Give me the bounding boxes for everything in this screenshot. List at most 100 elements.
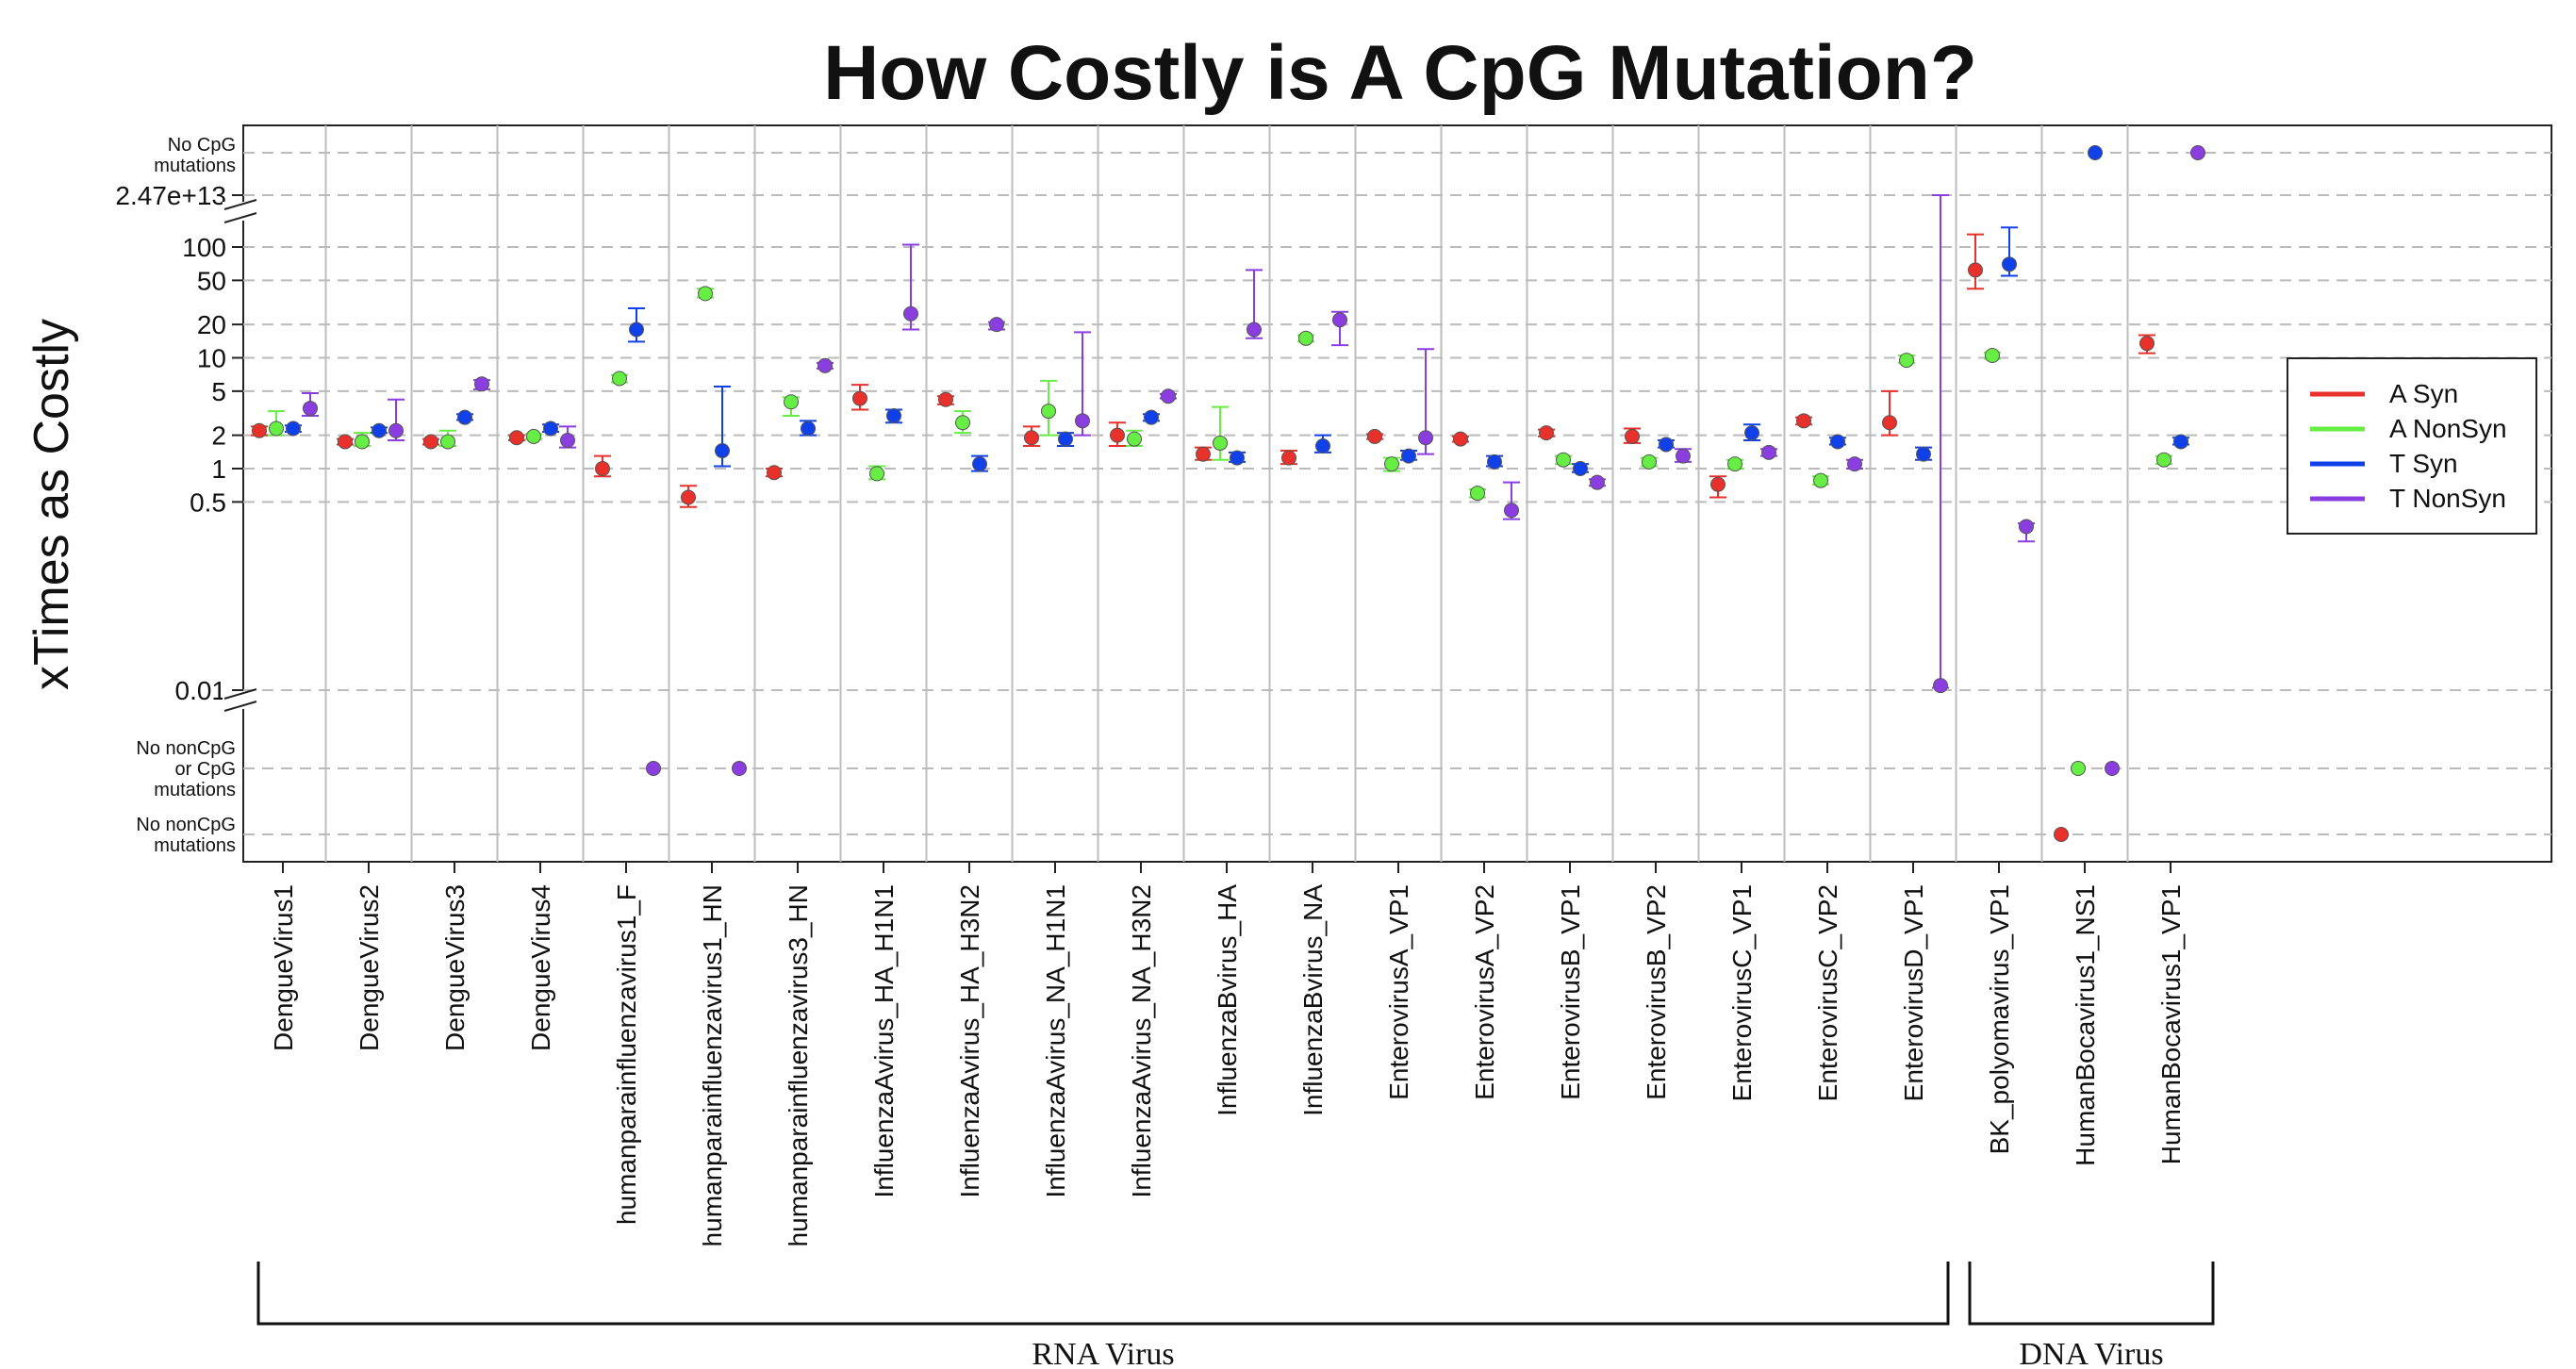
x-tick-label: humanparainfluenzavirus1_HN (698, 884, 727, 1246)
legend-box (2287, 357, 2537, 535)
data-point (1110, 427, 1125, 443)
group-label: RNA Virus (1032, 1337, 1174, 1369)
group-bracket: DNA Virus (1968, 1262, 2215, 1369)
data-point (1985, 348, 2000, 364)
data-point (1625, 428, 1640, 444)
special-row-label: mutations (154, 156, 236, 176)
plot-frame (242, 124, 2552, 863)
special-row-label: mutations (154, 780, 236, 800)
data-point (1144, 409, 1159, 425)
data-point (886, 407, 901, 423)
x-tick-label: EnterovirusD_VP1 (1899, 884, 1928, 1101)
data-point (1659, 437, 1674, 453)
data-point (2156, 452, 2171, 468)
data-point (1075, 413, 1090, 429)
data-point (1968, 262, 1983, 278)
y-tick-label: 2.47e+13 (115, 181, 226, 210)
data-point (1161, 388, 1176, 404)
x-tick-label: InfluenzaAvirus_HA_H1N1 (869, 884, 899, 1198)
special-row-label: No nonCpG (136, 738, 236, 759)
data-point (1796, 413, 1811, 429)
data-point (1761, 444, 1776, 460)
y-tick-label: 20 (197, 310, 226, 339)
data-point (903, 305, 918, 322)
data-point (1487, 454, 1502, 470)
data-point (1813, 472, 1828, 488)
y-tick-label: 100 (182, 233, 226, 262)
data-point (1590, 474, 1605, 490)
x-tick-label: humanparainfluenzavirus1_F (612, 884, 641, 1225)
series-a-syn (251, 233, 2155, 842)
y-tick-label: 2 (211, 421, 226, 451)
special-row-label: No CpG (168, 135, 236, 156)
group-bracket: RNA Virus (256, 1262, 1950, 1369)
data-point (1710, 476, 1726, 492)
data-point (989, 317, 1004, 333)
x-tick-label: EnterovirusA_VP2 (1470, 884, 1499, 1100)
data-point (269, 421, 284, 437)
data-point (955, 415, 970, 431)
data-point (423, 434, 438, 450)
data-point (1727, 456, 1742, 472)
x-tick-label: InfluenzaBvirus_HA (1213, 884, 1242, 1116)
data-point (869, 466, 884, 482)
data-point (801, 421, 816, 437)
x-tick-label: DengueVirus4 (526, 884, 555, 1051)
x-tick-label: EnterovirusC_VP1 (1727, 884, 1757, 1101)
data-point (2105, 761, 2120, 776)
x-tick-label: EnterovirusC_VP2 (1813, 884, 1842, 1101)
data-point (1830, 434, 1845, 450)
data-point (852, 390, 867, 406)
legend: A Syn A NonSyn T Syn T NonSyn (2287, 357, 2537, 535)
data-point (1247, 322, 1262, 338)
series-t-nonsyn (302, 145, 2205, 776)
x-tick-label: HumanBocavirus1_VP1 (2156, 884, 2186, 1164)
data-point (1933, 678, 1948, 694)
legend-label: A NonSyn (2389, 414, 2507, 443)
data-point (338, 434, 353, 450)
y-tick-label: 5 (211, 377, 226, 406)
x-tick-label: DengueVirus2 (355, 884, 384, 1051)
data-point (1024, 430, 1039, 446)
data-point (526, 428, 541, 444)
data-point (1847, 456, 1862, 472)
data-point (1332, 312, 1347, 328)
bracket-line (1968, 1262, 2215, 1326)
y-tick-label: 50 (197, 266, 226, 295)
legend-label: A Syn (2389, 379, 2458, 408)
y-axis-label: xTimes as Costly (25, 319, 79, 690)
y-tick-label: 0.01 (175, 676, 227, 705)
data-point (972, 456, 987, 472)
x-tick-label: DengueVirus3 (440, 884, 470, 1051)
data-point (2173, 434, 2188, 450)
series-a-nonsyn (268, 286, 2172, 776)
x-tick-label: InfluenzaAvirus_NA_H3N2 (1127, 884, 1156, 1198)
data-point (355, 434, 370, 450)
special-row-label: or CpG (175, 759, 236, 780)
y-tick-label: 0.5 (190, 487, 226, 517)
data-point (681, 489, 696, 505)
data-point (1556, 452, 1571, 468)
data-point (1401, 448, 1416, 464)
data-point (2071, 761, 2086, 776)
data-point (1230, 450, 1245, 466)
data-point (303, 401, 318, 417)
data-point (1676, 448, 1691, 464)
legend-label: T Syn (2389, 449, 2458, 478)
data-point (440, 434, 455, 450)
data-point (2002, 256, 2017, 272)
special-row-label: No nonCpG (136, 815, 236, 835)
data-point (1418, 430, 1433, 446)
data-point (2139, 336, 2155, 352)
data-point (595, 461, 610, 476)
data-point (1744, 425, 1759, 441)
x-tick-label: InfluenzaBvirus_NA (1298, 884, 1328, 1116)
x-tick-label: DengueVirus1 (269, 884, 298, 1051)
data-point (629, 322, 644, 338)
data-point (1298, 330, 1313, 346)
data-point (1367, 428, 1382, 444)
data-point (1058, 431, 1073, 447)
data-point (646, 761, 661, 776)
